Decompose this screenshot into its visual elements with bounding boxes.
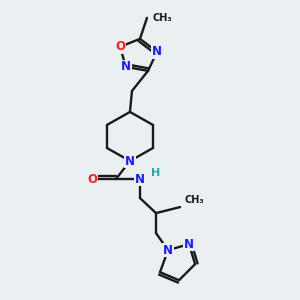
Text: N: N — [135, 172, 145, 185]
Text: CH₃: CH₃ — [152, 13, 172, 23]
Text: N: N — [184, 238, 194, 250]
Text: N: N — [125, 154, 135, 167]
Text: O: O — [115, 40, 125, 53]
Text: N: N — [152, 45, 162, 58]
Text: CH₃: CH₃ — [184, 195, 204, 205]
Text: N: N — [163, 244, 173, 257]
Text: H: H — [152, 168, 160, 178]
Text: N: N — [121, 60, 131, 74]
Text: O: O — [87, 172, 97, 185]
